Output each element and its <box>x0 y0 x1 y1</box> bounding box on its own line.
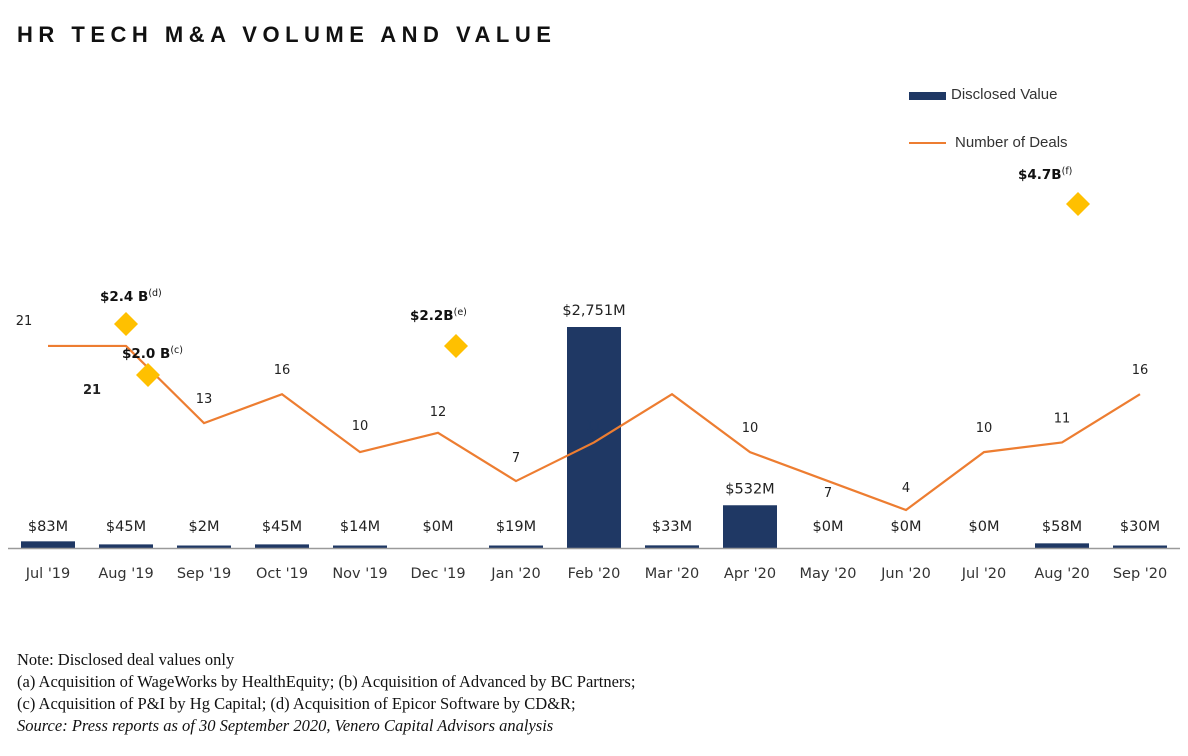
bar-value-label: $0M <box>969 519 1000 535</box>
deals-value-label: 11 <box>1054 411 1071 426</box>
bar-value-label: $83M <box>28 519 68 535</box>
deals-value-label: 10 <box>742 421 759 436</box>
bar-value-label: $0M <box>813 519 844 535</box>
bar-value-label: $33M <box>652 519 692 535</box>
x-tick-label: Aug '20 <box>1034 566 1089 582</box>
annotation-label: $2.0 B(c) <box>122 345 183 362</box>
bar <box>21 541 75 548</box>
note-line: Note: Disclosed deal values only <box>17 650 235 669</box>
deals-value-label: 7 <box>512 451 520 466</box>
bar-value-label: $2M <box>189 519 220 535</box>
annotation-label: $4.7B(f) <box>1018 166 1072 183</box>
bar <box>177 545 231 548</box>
x-tick-label: Aug '19 <box>98 566 153 582</box>
x-tick-label: Jul '20 <box>961 566 1007 582</box>
deals-value-label: 10 <box>352 419 369 434</box>
x-tick-label: Sep '20 <box>1113 566 1167 582</box>
bar-value-label: $45M <box>106 519 146 535</box>
x-tick-label: Nov '19 <box>332 566 387 582</box>
x-tick-label: Dec '19 <box>410 566 465 582</box>
x-tick-label: Feb '20 <box>568 566 621 582</box>
deals-value-label: 16 <box>274 363 291 378</box>
x-tick-label: Apr '20 <box>724 566 776 582</box>
bar <box>333 545 387 548</box>
x-tick-label: Jan '20 <box>490 566 540 582</box>
legend-bar-swatch <box>909 92 946 100</box>
marker-diamond <box>136 363 160 387</box>
notes-block: Note: Disclosed deal values only (a) Acq… <box>17 649 635 737</box>
bar <box>99 544 153 548</box>
marker-diamond <box>1066 192 1090 216</box>
annotation-label: $2.4 B(d) <box>100 288 162 305</box>
bar-value-label: $14M <box>340 519 380 535</box>
x-tick-label: Jun '20 <box>880 566 931 582</box>
bar <box>1035 543 1089 548</box>
source-line: Source: Press reports as of 30 September… <box>17 716 554 735</box>
deals-value-label: 11 <box>586 419 603 434</box>
marker-diamond <box>114 312 138 336</box>
bar-value-label: $30M <box>1120 519 1160 535</box>
bar <box>723 505 777 548</box>
x-tick-label: Jul '19 <box>25 566 71 582</box>
deals-value-label: 13 <box>196 392 213 407</box>
note-line: (c) Acquisition of P&I by Hg Capital; (d… <box>17 694 576 713</box>
bar <box>645 545 699 548</box>
deals-value-label: 16 <box>1132 363 1149 378</box>
annotation-label: $2.2B(e) <box>410 307 467 324</box>
note-line: (a) Acquisition of WageWorks by HealthEq… <box>17 672 636 691</box>
bar-value-label: $19M <box>496 519 536 535</box>
chart-canvas: $83M $45M $2M $45M $14M $0M $19M $2,751M $33M $53… <box>8 166 1180 582</box>
x-tick-label: Oct '19 <box>256 566 308 582</box>
deals-value-label: 4 <box>902 481 910 496</box>
bar-value-label: $58M <box>1042 519 1082 535</box>
bar <box>1113 545 1167 548</box>
deals-value-label: 21 <box>16 314 33 329</box>
bar <box>489 545 543 548</box>
x-tick-label: Sep '19 <box>177 566 231 582</box>
legend-line-label: Number of Deals <box>955 134 1068 151</box>
deals-line <box>48 344 1141 512</box>
bar <box>567 327 621 548</box>
legend-line-swatch <box>909 142 946 144</box>
x-tick-label: Mar '20 <box>645 566 699 582</box>
x-tick-label: May '20 <box>799 566 856 582</box>
bar-value-label: $0M <box>423 519 454 535</box>
legend-bar-label: Disclosed Value <box>951 86 1058 103</box>
deals-value-label: 12 <box>430 405 447 420</box>
bar-value-label: $2,751M <box>562 303 625 319</box>
bar-value-label: $532M <box>725 481 774 497</box>
deals-value-label: 7 <box>824 486 832 501</box>
marker-diamond <box>444 334 468 358</box>
bar-value-label: $45M <box>262 519 302 535</box>
deals-value-label: 10 <box>976 421 993 436</box>
deals-value-label: 21 <box>83 383 101 398</box>
chart-title: HR TECH M&A VOLUME AND VALUE <box>17 22 557 47</box>
bar-value-label: $0M <box>891 519 922 535</box>
bar <box>255 544 309 548</box>
